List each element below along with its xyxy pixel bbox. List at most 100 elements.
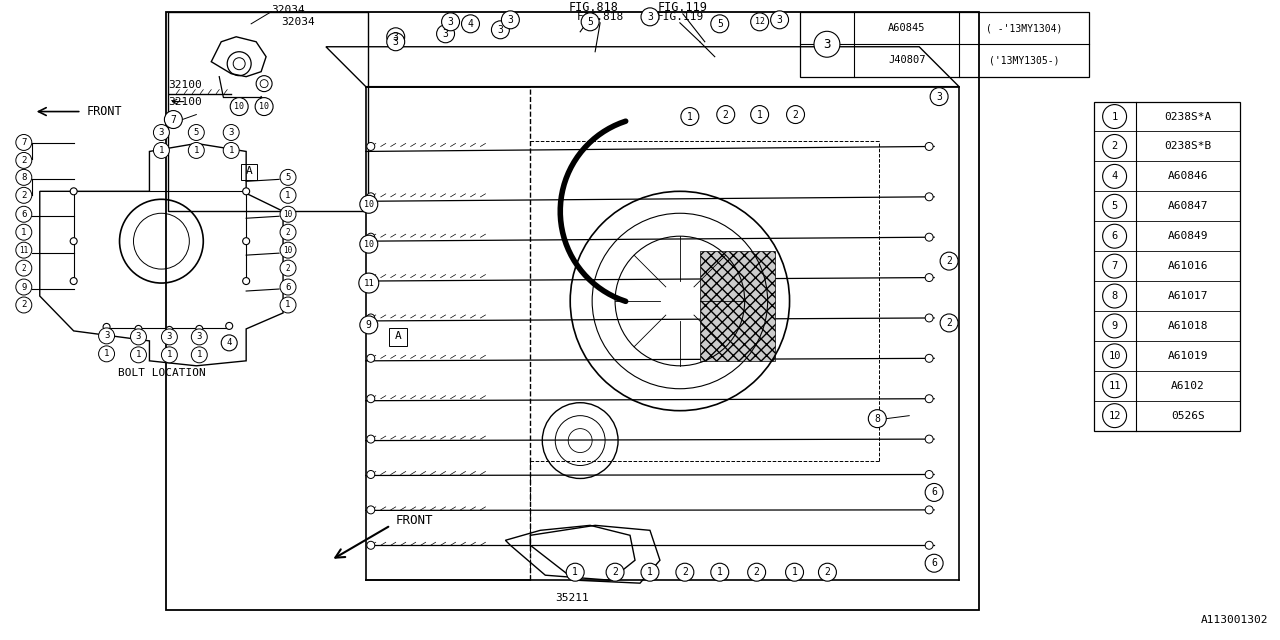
Circle shape [243,237,250,244]
Text: 1: 1 [646,567,653,577]
Circle shape [15,188,32,204]
Text: A60849: A60849 [1167,231,1208,241]
Text: 3: 3 [646,12,653,22]
Circle shape [367,506,375,514]
Circle shape [462,15,480,33]
Circle shape [387,33,404,51]
Text: 8: 8 [22,173,27,182]
Text: A113001302: A113001302 [1201,615,1268,625]
Text: 5: 5 [285,173,291,182]
Text: 3: 3 [159,128,164,137]
Circle shape [1102,195,1126,218]
Circle shape [442,13,460,31]
Bar [1093,102,1240,431]
Circle shape [134,325,142,332]
Circle shape [360,195,378,213]
Circle shape [925,470,933,479]
Circle shape [1102,374,1126,397]
Circle shape [164,111,182,129]
Circle shape [940,314,957,332]
Circle shape [221,335,237,351]
Circle shape [99,328,114,344]
Circle shape [925,273,933,282]
Circle shape [360,235,378,253]
Circle shape [230,97,248,116]
Text: 10: 10 [364,239,374,249]
Circle shape [280,188,296,204]
Circle shape [787,106,805,124]
Circle shape [925,395,933,403]
Circle shape [223,143,239,159]
Circle shape [1102,164,1126,188]
Circle shape [925,143,933,150]
Circle shape [188,125,205,140]
Circle shape [750,13,768,31]
Circle shape [925,435,933,443]
Circle shape [367,395,375,403]
Text: FIG.818: FIG.818 [568,1,618,14]
Text: 2: 2 [1111,141,1117,152]
Circle shape [191,347,207,363]
Circle shape [786,563,804,581]
Text: 1: 1 [572,567,579,577]
Text: 0238S*A: 0238S*A [1165,111,1211,122]
Text: 3: 3 [507,15,513,25]
Text: A60845: A60845 [888,23,925,33]
Text: FIG.818: FIG.818 [576,12,623,22]
Bar [166,12,979,610]
Text: 6: 6 [22,210,27,219]
Text: 11: 11 [19,246,28,255]
Text: 3: 3 [823,38,831,51]
Text: 1: 1 [197,350,202,359]
Text: 3: 3 [166,332,172,341]
Circle shape [191,329,207,345]
Circle shape [15,297,32,313]
Circle shape [387,28,404,45]
Text: FRONT: FRONT [87,105,123,118]
Circle shape [280,279,296,295]
Circle shape [70,278,77,285]
Text: A60846: A60846 [1167,172,1208,181]
Circle shape [255,97,273,116]
Text: 2: 2 [682,567,687,577]
Circle shape [641,563,659,581]
Circle shape [676,563,694,581]
Text: J40807: J40807 [888,56,925,65]
Text: 7: 7 [22,138,27,147]
Text: 5: 5 [193,128,198,137]
Circle shape [1102,314,1126,338]
Text: 1: 1 [1111,111,1117,122]
Text: 2: 2 [22,264,26,273]
Text: A: A [394,331,401,341]
Circle shape [925,483,943,501]
Circle shape [367,541,375,549]
Text: BOLT LOCATION: BOLT LOCATION [118,368,205,378]
Text: 1: 1 [229,146,234,155]
Circle shape [750,106,768,124]
Circle shape [931,88,948,106]
Text: 10: 10 [234,102,244,111]
Text: 3: 3 [393,36,398,47]
Circle shape [280,242,296,258]
Text: A6102: A6102 [1171,381,1204,391]
Text: FRONT: FRONT [396,514,433,527]
Text: 0238S*B: 0238S*B [1165,141,1211,152]
Circle shape [925,233,933,241]
Text: 1: 1 [104,349,109,358]
Text: 1: 1 [717,567,723,577]
Circle shape [166,326,173,333]
Text: 2: 2 [22,156,27,165]
Text: 3: 3 [136,332,141,341]
Circle shape [15,206,32,222]
Circle shape [367,233,375,241]
Text: 32100: 32100 [169,79,202,90]
Circle shape [367,143,375,150]
Circle shape [607,563,625,581]
Circle shape [70,237,77,244]
Circle shape [868,410,886,428]
Bar [241,164,257,180]
Text: 1: 1 [193,146,198,155]
Circle shape [1102,284,1126,308]
Text: 3: 3 [936,92,942,102]
Text: 1: 1 [285,191,291,200]
